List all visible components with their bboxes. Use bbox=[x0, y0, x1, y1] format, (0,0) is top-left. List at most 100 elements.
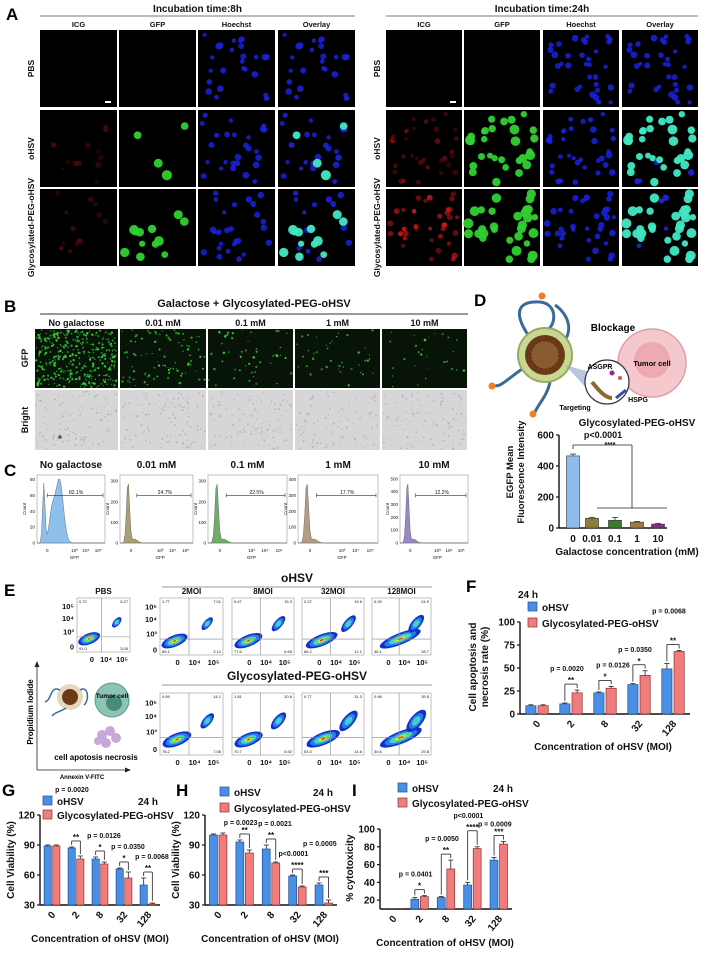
gfp-dot bbox=[134, 341, 137, 343]
cell-dot bbox=[636, 225, 645, 234]
x-axis-label: Concentration of oHSV (MOI) bbox=[376, 938, 514, 949]
cell-dot bbox=[260, 224, 268, 231]
cell-dot bbox=[492, 177, 501, 187]
column-label: GFP bbox=[494, 20, 509, 29]
brightfield-speckle bbox=[184, 432, 187, 435]
gfp-dot bbox=[165, 334, 168, 337]
gfp-dot bbox=[39, 360, 42, 364]
cell-dot bbox=[136, 252, 145, 262]
significance-stars: * bbox=[98, 843, 102, 852]
column-label: Overlay bbox=[646, 20, 674, 29]
brightfield-speckle bbox=[285, 439, 288, 442]
panel-label-c: C bbox=[4, 461, 16, 480]
cell-dot bbox=[452, 230, 459, 237]
brightfield-speckle bbox=[321, 412, 323, 414]
gfp-dot bbox=[106, 338, 108, 340]
cell-dot bbox=[598, 221, 605, 229]
micrograph-icg bbox=[386, 110, 462, 187]
brightfield-speckle bbox=[73, 418, 75, 421]
gfp-dot bbox=[447, 336, 450, 339]
brightfield-speckle bbox=[256, 427, 259, 430]
gfp-dot bbox=[423, 338, 427, 342]
gfp-dot bbox=[167, 336, 170, 340]
virus-icon bbox=[62, 689, 78, 705]
brightfield-speckle bbox=[213, 434, 215, 436]
p-value: p = 0.0020 bbox=[550, 666, 584, 673]
cell-dot bbox=[658, 117, 666, 126]
cell-dot bbox=[607, 190, 614, 197]
brightfield-speckle bbox=[371, 397, 374, 400]
cell-dot bbox=[560, 230, 566, 237]
brightfield-speckle bbox=[105, 429, 108, 432]
gfp-dot bbox=[169, 367, 171, 370]
bar-glycosylated bbox=[571, 692, 583, 715]
brightfield-speckle bbox=[134, 434, 137, 437]
cell-dot bbox=[660, 164, 667, 171]
gfp-dot bbox=[391, 375, 393, 377]
density-contour bbox=[412, 619, 420, 628]
hspg-icon bbox=[615, 388, 627, 400]
brightfield-speckle bbox=[46, 428, 49, 431]
gfp-dot bbox=[335, 335, 338, 338]
brightfield-speckle bbox=[339, 420, 342, 422]
cell-dot bbox=[215, 42, 223, 50]
gfp-dot bbox=[153, 377, 155, 380]
cell-dot bbox=[254, 149, 259, 154]
column-label: ICG bbox=[72, 20, 86, 29]
bar bbox=[651, 523, 665, 529]
brightfield-speckle bbox=[411, 395, 413, 397]
cell-dot bbox=[606, 149, 611, 154]
cell-dot bbox=[224, 227, 230, 234]
hspg-label: HSPG bbox=[628, 397, 648, 404]
cell-dot bbox=[663, 34, 669, 39]
micrograph-gfp bbox=[119, 30, 196, 107]
cell-dot bbox=[293, 190, 299, 196]
brightfield-speckle bbox=[247, 423, 249, 426]
legend-label: Glycosylated-PEG-oHSV bbox=[57, 811, 174, 822]
brightfield-speckle bbox=[52, 438, 55, 440]
density-contour bbox=[246, 639, 251, 642]
gfp-dot bbox=[108, 375, 111, 377]
gfp-dot bbox=[390, 331, 392, 333]
x-tick-label: 10⁴ bbox=[169, 548, 176, 553]
time-label: 24 h bbox=[493, 784, 513, 795]
gfp-dot bbox=[72, 348, 75, 351]
x-tick-label: 10⁴ bbox=[100, 655, 112, 664]
x-tick-label: 0 bbox=[570, 534, 576, 545]
brightfield-speckle bbox=[87, 447, 90, 449]
brightfield-speckle bbox=[242, 428, 245, 430]
gfp-dot bbox=[70, 344, 73, 347]
gfp-dot bbox=[52, 330, 56, 333]
brightfield-speckle bbox=[377, 393, 379, 395]
gfp-image bbox=[382, 329, 467, 388]
cell-dot bbox=[591, 137, 598, 145]
cell-dot bbox=[635, 206, 643, 214]
brightfield-speckle bbox=[74, 398, 76, 400]
quadrant-ll: 89.1 bbox=[162, 649, 171, 654]
cell-dot bbox=[449, 152, 456, 159]
brightfield-speckle bbox=[440, 405, 442, 407]
density-contour bbox=[275, 620, 282, 627]
gfp-dot bbox=[108, 341, 110, 343]
x-tick-label: 10⁵ bbox=[95, 548, 102, 553]
brightfield-speckle bbox=[371, 426, 372, 428]
gfp-dot bbox=[46, 374, 50, 377]
gfp-dot bbox=[85, 365, 87, 368]
brightfield-speckle bbox=[385, 436, 387, 438]
brightfield-speckle bbox=[432, 423, 434, 425]
gfp-dot bbox=[81, 330, 84, 333]
quadrant-ur: 39.5 bbox=[421, 694, 430, 699]
gfp-dot bbox=[113, 384, 116, 387]
brightfield-speckle bbox=[337, 425, 339, 428]
brightfield-speckle bbox=[67, 434, 70, 437]
gfp-dot bbox=[329, 359, 332, 363]
histogram-area bbox=[120, 483, 193, 544]
gfp-dot bbox=[153, 340, 157, 344]
cell-dot bbox=[96, 211, 102, 218]
cell-dot bbox=[594, 233, 601, 240]
gfp-dot bbox=[52, 356, 56, 359]
brightfield-speckle bbox=[452, 432, 453, 434]
gfp-dot bbox=[65, 365, 68, 368]
brightfield-speckle bbox=[188, 412, 190, 414]
cell-dot bbox=[325, 145, 332, 152]
